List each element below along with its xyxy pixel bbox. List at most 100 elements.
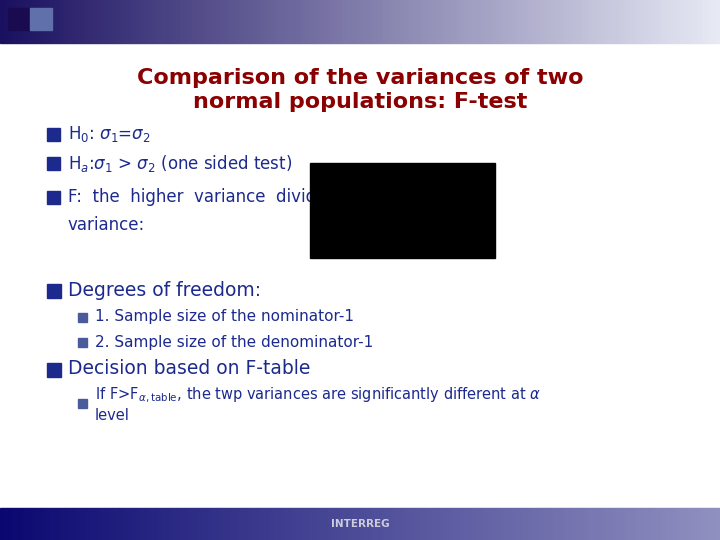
Bar xyxy=(421,0,425,43)
Bar xyxy=(576,508,580,540)
Bar xyxy=(25,0,29,43)
Bar xyxy=(338,0,342,43)
Bar xyxy=(245,508,248,540)
Bar xyxy=(446,0,450,43)
Bar xyxy=(112,508,115,540)
Bar xyxy=(36,508,40,540)
Bar xyxy=(450,508,454,540)
Bar xyxy=(349,0,353,43)
Bar xyxy=(86,0,90,43)
Bar xyxy=(680,0,684,43)
Bar xyxy=(619,0,623,43)
Bar xyxy=(277,508,281,540)
Bar xyxy=(522,508,526,540)
Bar xyxy=(176,0,180,43)
Bar xyxy=(270,0,274,43)
Bar xyxy=(626,508,630,540)
Bar xyxy=(184,508,187,540)
Bar xyxy=(367,508,371,540)
Bar xyxy=(115,508,119,540)
Bar xyxy=(526,508,529,540)
Bar xyxy=(187,508,191,540)
Bar xyxy=(148,508,151,540)
Bar xyxy=(216,0,220,43)
Bar xyxy=(104,508,108,540)
Bar xyxy=(482,0,486,43)
Bar xyxy=(598,508,601,540)
Bar xyxy=(410,508,414,540)
Bar xyxy=(540,0,544,43)
Bar xyxy=(313,508,317,540)
Bar xyxy=(58,508,61,540)
Bar xyxy=(342,508,346,540)
Bar xyxy=(270,508,274,540)
Bar xyxy=(90,0,94,43)
Bar xyxy=(356,0,360,43)
Bar xyxy=(158,508,162,540)
Bar xyxy=(310,163,495,258)
Bar xyxy=(709,508,713,540)
Bar xyxy=(706,0,709,43)
Text: If F>F$_{\alpha,\mathrm{table}}$, the twp variances are significantly different : If F>F$_{\alpha,\mathrm{table}}$, the tw… xyxy=(95,386,541,404)
Bar xyxy=(306,0,310,43)
Bar xyxy=(54,0,58,43)
Bar xyxy=(209,0,212,43)
Bar xyxy=(65,0,68,43)
Bar xyxy=(353,0,356,43)
Bar xyxy=(533,0,536,43)
Bar xyxy=(641,508,644,540)
Bar xyxy=(472,508,475,540)
Bar xyxy=(616,0,619,43)
Bar xyxy=(83,508,86,540)
Bar xyxy=(364,508,367,540)
Bar xyxy=(684,0,688,43)
Bar xyxy=(536,508,540,540)
Bar xyxy=(220,0,223,43)
Bar xyxy=(601,508,605,540)
Bar xyxy=(4,508,7,540)
Bar xyxy=(202,508,205,540)
Bar xyxy=(702,508,706,540)
Bar xyxy=(310,0,313,43)
Bar xyxy=(504,0,508,43)
Bar xyxy=(403,0,407,43)
Bar xyxy=(576,0,580,43)
Bar xyxy=(716,0,720,43)
Bar xyxy=(623,508,626,540)
Text: H$_a$:$\sigma_1$ > $\sigma_2$ (one sided test): H$_a$:$\sigma_1$ > $\sigma_2$ (one sided… xyxy=(68,152,292,173)
Bar xyxy=(274,0,277,43)
Text: normal populations: F-test: normal populations: F-test xyxy=(193,92,527,112)
Text: Comparison of the variances of two: Comparison of the variances of two xyxy=(137,68,583,88)
Bar xyxy=(266,0,270,43)
Bar xyxy=(562,508,565,540)
Bar xyxy=(162,0,166,43)
Bar xyxy=(155,508,158,540)
Bar xyxy=(223,0,227,43)
Bar xyxy=(695,0,698,43)
Bar xyxy=(569,0,572,43)
Bar xyxy=(302,508,306,540)
Bar xyxy=(198,508,202,540)
Bar xyxy=(158,0,162,43)
Bar xyxy=(634,508,637,540)
Bar xyxy=(40,508,43,540)
Bar xyxy=(691,508,695,540)
Bar xyxy=(288,0,292,43)
Bar xyxy=(637,508,641,540)
Bar xyxy=(378,508,382,540)
Text: Degrees of freedom:: Degrees of freedom: xyxy=(68,280,261,300)
Bar xyxy=(252,508,256,540)
Bar xyxy=(331,0,335,43)
Bar xyxy=(673,508,677,540)
Bar xyxy=(8,8,30,30)
Bar xyxy=(187,0,191,43)
Bar xyxy=(356,508,360,540)
Bar xyxy=(216,508,220,540)
Bar xyxy=(320,0,324,43)
Bar xyxy=(562,0,565,43)
Bar xyxy=(518,508,522,540)
Bar xyxy=(353,508,356,540)
Bar xyxy=(662,508,666,540)
Bar xyxy=(169,508,173,540)
Bar xyxy=(659,508,662,540)
